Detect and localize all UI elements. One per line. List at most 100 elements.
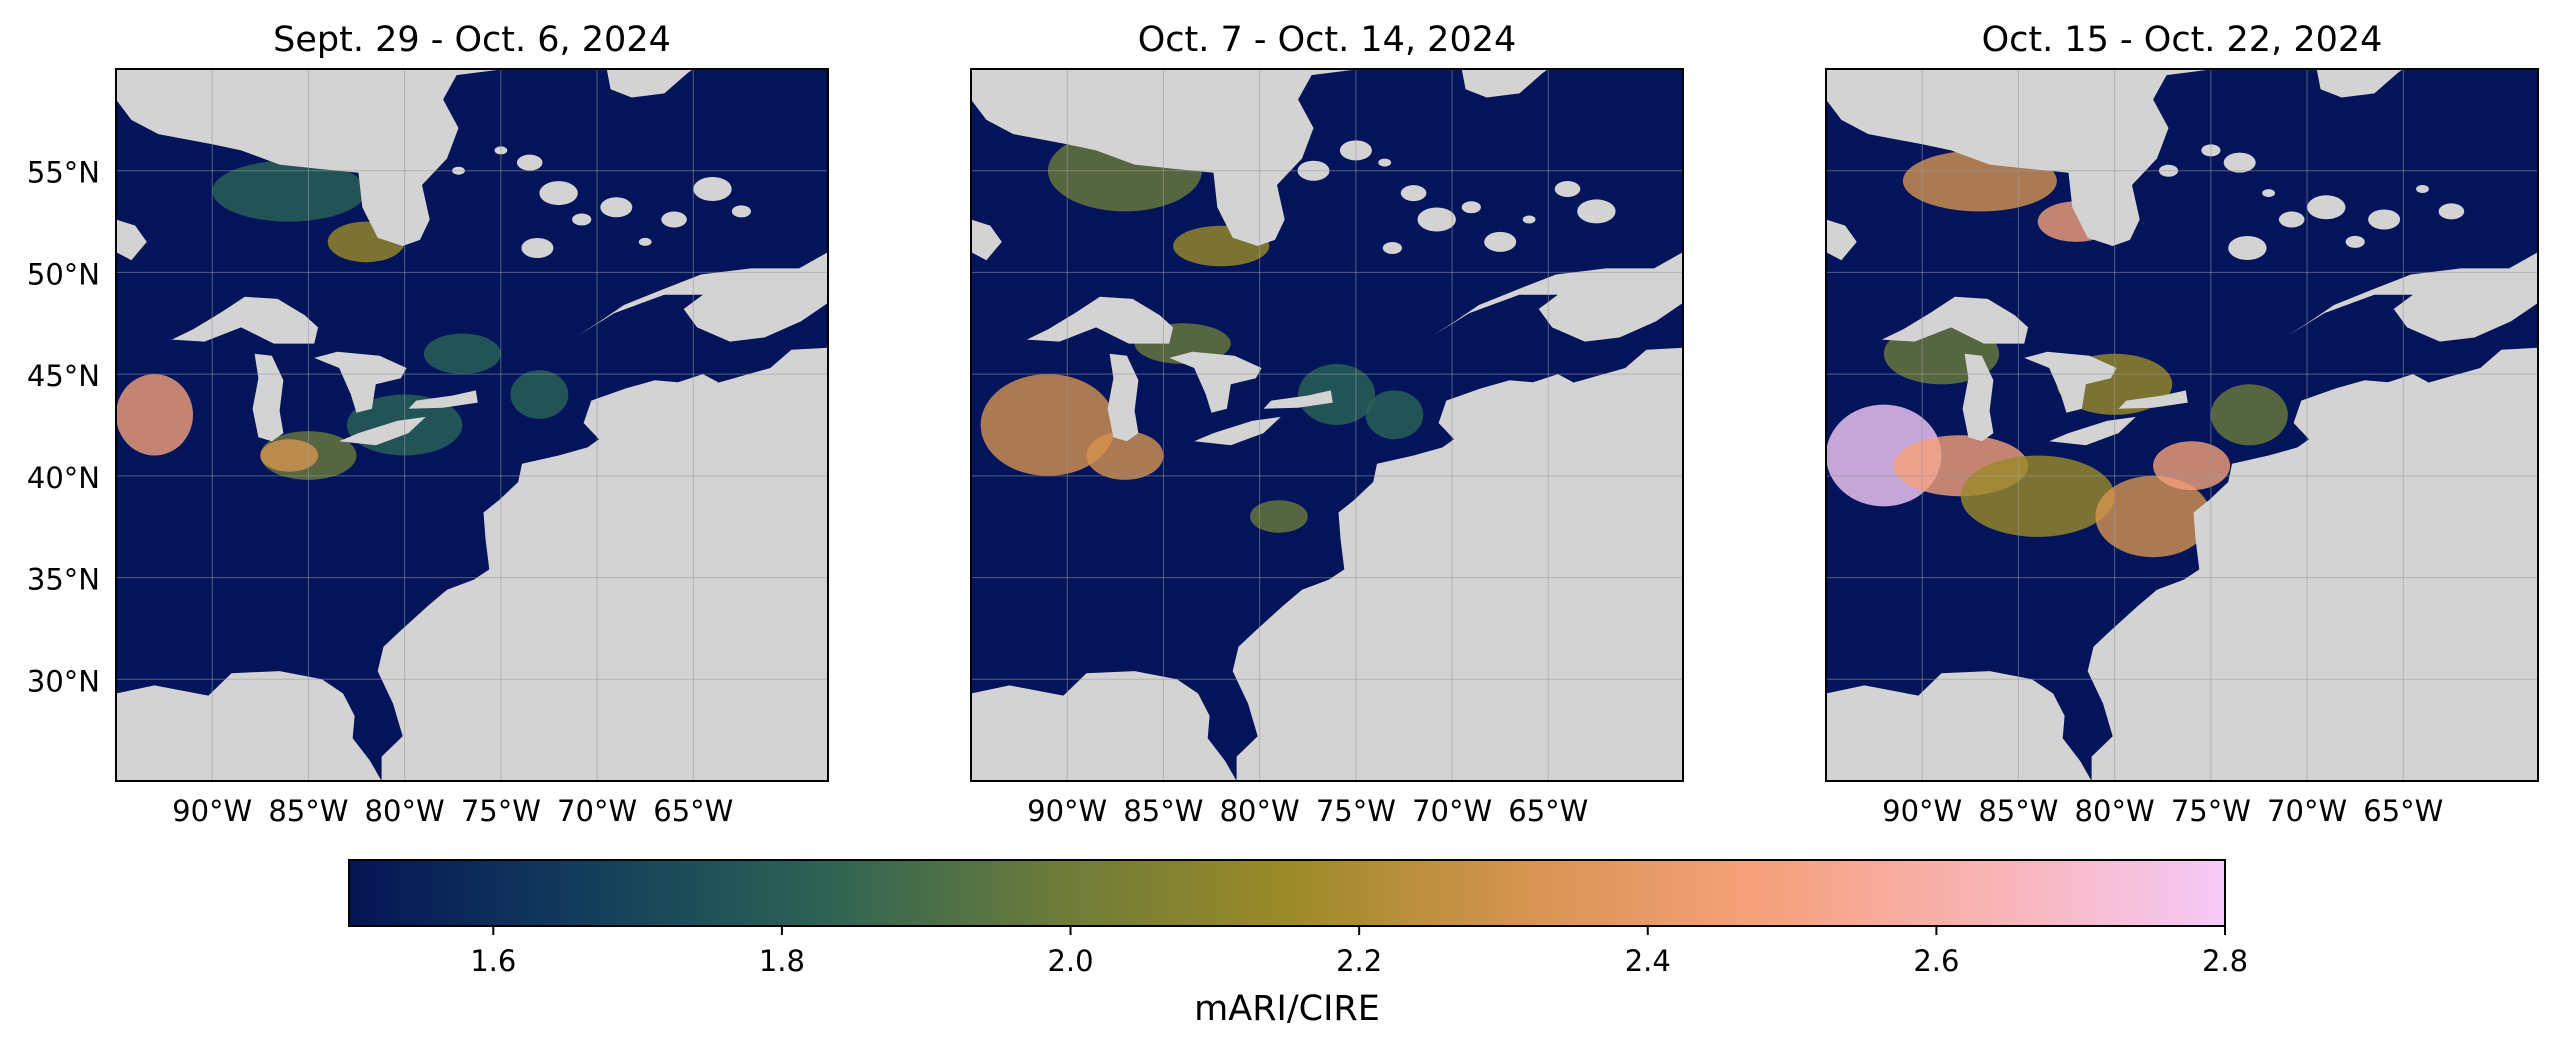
nodata-speck <box>2307 195 2346 220</box>
lake-area <box>171 296 319 344</box>
colorbar-tick-label: 1.8 <box>759 944 805 978</box>
index-patch <box>1086 431 1164 480</box>
index-patch <box>510 370 569 419</box>
water-nodata-area <box>1461 69 1549 98</box>
index-patch <box>2210 384 2288 446</box>
index-patch <box>2153 441 2231 491</box>
lon-tick-label: 70°W <box>557 794 637 828</box>
index-patch <box>1960 455 2115 537</box>
water-nodata-area <box>423 748 465 779</box>
nodata-speck <box>2368 209 2401 230</box>
map-image <box>1826 69 2557 781</box>
nodata-speck <box>693 177 732 201</box>
colorbar-ticks: 1.6 1.8 2.0 2.2 2.4 2.6 2.8 <box>470 926 2248 978</box>
water-nodata-area <box>1432 252 1683 342</box>
nodata-speck <box>661 211 687 228</box>
water-nodata-area <box>2538 242 2557 321</box>
lake-area <box>252 353 284 442</box>
water-nodata-area <box>2133 748 2175 779</box>
colorbar-label: mARI/CIRE <box>1194 989 1380 1029</box>
lat-tick-label: 40°N <box>27 461 100 495</box>
lon-tick-label: 80°W <box>1220 794 1300 828</box>
lake-area <box>2118 390 2188 409</box>
colorbar: 1.6 1.8 2.0 2.2 2.4 2.6 2.8 mARI/CIRE <box>348 859 2248 1029</box>
nodata-speck <box>1382 242 1402 254</box>
nodata-speck <box>1417 207 1456 232</box>
nodata-speck <box>2228 236 2267 260</box>
lon-tick-label: 65°W <box>2363 794 2443 828</box>
water-nodata-area <box>1232 347 1683 781</box>
map-frame <box>970 68 1684 782</box>
water-nodata-area <box>702 278 757 291</box>
nodata-speck <box>516 154 543 171</box>
index-patch <box>116 374 193 456</box>
nodata-speck <box>1484 231 1517 252</box>
water-nodata-area <box>577 252 828 342</box>
lon-tick-label: 80°W <box>2075 794 2155 828</box>
lon-tick-label: 90°W <box>172 794 252 828</box>
water-nodata-area <box>828 242 847 321</box>
panel-title-3: Oct. 15 - Oct. 22, 2024 <box>1982 20 2383 60</box>
lon-tick-label: 90°W <box>1882 794 1962 828</box>
colorbar-tick-label: 2.2 <box>1336 944 1382 978</box>
index-patch <box>1298 364 1376 425</box>
lon-tick-label: 85°W <box>1978 794 2058 828</box>
map-panel-3: Oct. 15 - Oct. 22, 2024 90°W 85°W 80°W 75°W… <box>1825 20 2557 828</box>
water-nodata-area <box>2316 69 2404 98</box>
lake-area <box>971 219 1002 261</box>
water-nodata-area <box>1826 671 2092 781</box>
panel-title-2: Oct. 7 - Oct. 14, 2024 <box>1138 20 1517 60</box>
colorbar-tick-label: 2.8 <box>2202 944 2248 978</box>
nodata-speck <box>2223 152 2256 173</box>
water-nodata-area <box>2087 347 2538 781</box>
colorbar-gradient <box>348 859 2226 927</box>
colorbar-tick-label: 1.6 <box>470 944 516 978</box>
water-nodata-area <box>1683 242 1702 321</box>
lat-tick-label: 35°N <box>27 563 100 597</box>
lon-tick-label: 65°W <box>653 794 733 828</box>
lake-area <box>314 351 407 413</box>
water-nodata-area <box>1278 748 1320 779</box>
lake-area <box>1107 353 1139 442</box>
lon-tick-label: 75°W <box>1316 794 1396 828</box>
nodata-speck <box>539 181 578 206</box>
index-patch <box>1365 390 1424 440</box>
lat-tick-label: 45°N <box>27 359 100 393</box>
map-panel-2: Oct. 7 - Oct. 14, 2024 90°W 85°W 80°W 75°W 7… <box>970 20 1702 828</box>
lon-tick-label: 70°W <box>2267 794 2347 828</box>
nodata-speck <box>2278 211 2305 228</box>
nodata-speck <box>1522 215 1536 224</box>
lon-tick-label: 70°W <box>1412 794 1492 828</box>
index-patch <box>212 160 367 222</box>
index-patch <box>423 333 501 375</box>
nodata-speck <box>1461 201 1481 214</box>
map-panel-1: Sept. 29 - Oct. 6, 2024 55°N 50°N 45°N 40°N… <box>27 20 847 828</box>
lake-area <box>1263 390 1333 409</box>
nodata-speck <box>2262 189 2275 198</box>
water-nodata-area <box>971 69 1360 246</box>
nodata-speck <box>600 197 633 218</box>
lon-tick-label: 80°W <box>365 794 445 828</box>
nodata-speck <box>638 237 652 246</box>
nodata-speck <box>731 205 752 218</box>
lat-tick-label: 50°N <box>27 257 100 291</box>
index-patch <box>980 374 1116 476</box>
water-nodata-area <box>116 69 505 246</box>
nodata-speck <box>521 238 554 258</box>
map-image <box>971 69 1702 781</box>
lon-tick-label: 85°W <box>268 794 348 828</box>
index-patch <box>260 439 319 472</box>
lat-tick-label: 55°N <box>27 156 100 190</box>
colorbar-tick-label: 2.6 <box>1913 944 1959 978</box>
lake-area <box>1026 296 1174 344</box>
water-nodata-area <box>606 69 694 98</box>
lake-area <box>1881 296 2029 344</box>
map-image <box>116 69 847 781</box>
nodata-speck <box>572 213 592 226</box>
water-nodata-area <box>971 671 1237 781</box>
lake-area <box>1826 219 1857 261</box>
water-nodata-area <box>2287 252 2538 342</box>
lat-tick-label: 30°N <box>27 664 100 698</box>
nodata-speck <box>2438 203 2465 220</box>
